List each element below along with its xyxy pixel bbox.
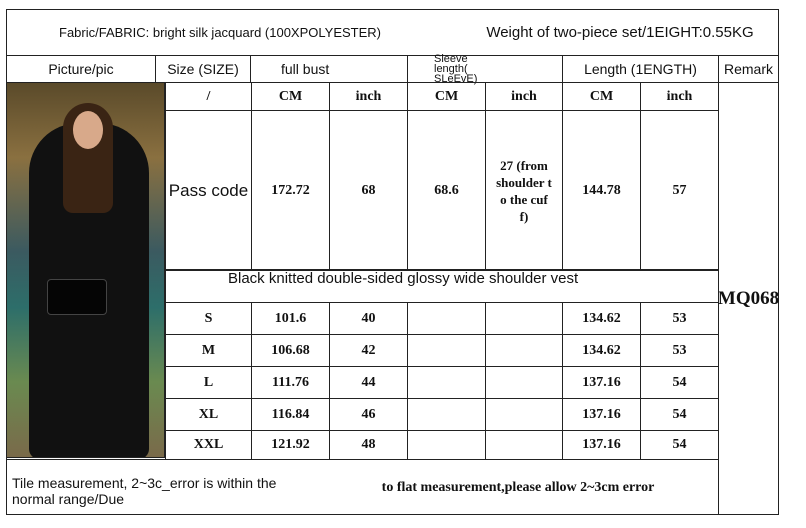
col-sleeve: Sleeve length( SLeEvE) — [407, 54, 563, 85]
unit-header: / — [165, 82, 252, 111]
col-remark: Remark — [718, 55, 779, 83]
size-length-cm: 134.62 — [562, 302, 641, 335]
unit-header: inch — [329, 82, 408, 111]
weight-info: Weight of two-piece set/1EIGHT:0.55KG — [486, 23, 754, 41]
size-bust-inch: 46 — [329, 398, 408, 431]
size-length-cm: 134.62 — [562, 334, 641, 367]
pass-code-label: Pass code — [165, 110, 252, 271]
size-length-inch: 53 — [640, 334, 719, 367]
pass-code-sleeve-inch: 27 (from shoulder to the cuff) — [485, 110, 563, 271]
size-size: S — [165, 302, 252, 335]
col-bust: full bust — [250, 55, 408, 83]
size-size: XXL — [165, 430, 252, 460]
size-bust-cm: 106.68 — [251, 334, 330, 367]
size-bust-inch: 40 — [329, 302, 408, 335]
col-picture: Picture/pic — [6, 55, 156, 83]
unit-header: CM — [251, 82, 330, 111]
vest-label: Black knitted double-sided glossy wide s… — [165, 269, 719, 303]
size-length-cm: 137.16 — [562, 366, 641, 399]
size-length-cm: 137.16 — [562, 430, 641, 460]
size-bust-inch: 42 — [329, 334, 408, 367]
pass-code-length-inch: 57 — [640, 110, 719, 271]
fabric-info: Fabric/FABRIC: bright silk jacquard (100… — [59, 24, 381, 40]
unit-header: inch — [640, 82, 719, 111]
empty-cell — [407, 302, 486, 335]
size-length-inch: 53 — [640, 302, 719, 335]
empty-cell — [407, 366, 486, 399]
size-length-cm: 137.16 — [562, 398, 641, 431]
size-length-inch: 54 — [640, 366, 719, 399]
empty-cell — [407, 334, 486, 367]
size-bust-inch: 48 — [329, 430, 408, 460]
pass-code-length-cm: 144.78 — [562, 110, 641, 271]
col-length: Length (1ENGTH) — [562, 55, 719, 83]
size-length-inch: 54 — [640, 430, 719, 460]
size-size: M — [165, 334, 252, 367]
unit-header: inch — [485, 82, 563, 111]
empty-cell — [485, 302, 563, 335]
size-size: L — [165, 366, 252, 399]
size-length-inch: 54 — [640, 398, 719, 431]
empty-cell — [485, 366, 563, 399]
pass-code-sleeve-cm: 68.6 — [407, 110, 486, 271]
footer-note-left: Tile measurement, 2~3c_error is within t… — [12, 475, 277, 507]
empty-cell — [407, 398, 486, 431]
pass-code-bust-inch: 68 — [329, 110, 408, 271]
size-bust-cm: 101.6 — [251, 302, 330, 335]
product-photo — [6, 82, 165, 458]
unit-header: CM — [562, 82, 641, 111]
unit-header: CM — [407, 82, 486, 111]
empty-cell — [485, 334, 563, 367]
size-bust-inch: 44 — [329, 366, 408, 399]
empty-cell — [485, 430, 563, 460]
footer-note-right: to flat measurement,please allow 2~3cm e… — [381, 480, 655, 495]
size-size: XL — [165, 398, 252, 431]
remark-code: MQ068 — [718, 82, 779, 515]
empty-cell — [407, 430, 486, 460]
size-bust-cm: 121.92 — [251, 430, 330, 460]
size-bust-cm: 116.84 — [251, 398, 330, 431]
empty-cell — [485, 398, 563, 431]
col-size: Size (SIZE) — [155, 55, 251, 83]
size-bust-cm: 111.76 — [251, 366, 330, 399]
pass-code-bust-cm: 172.72 — [251, 110, 330, 271]
